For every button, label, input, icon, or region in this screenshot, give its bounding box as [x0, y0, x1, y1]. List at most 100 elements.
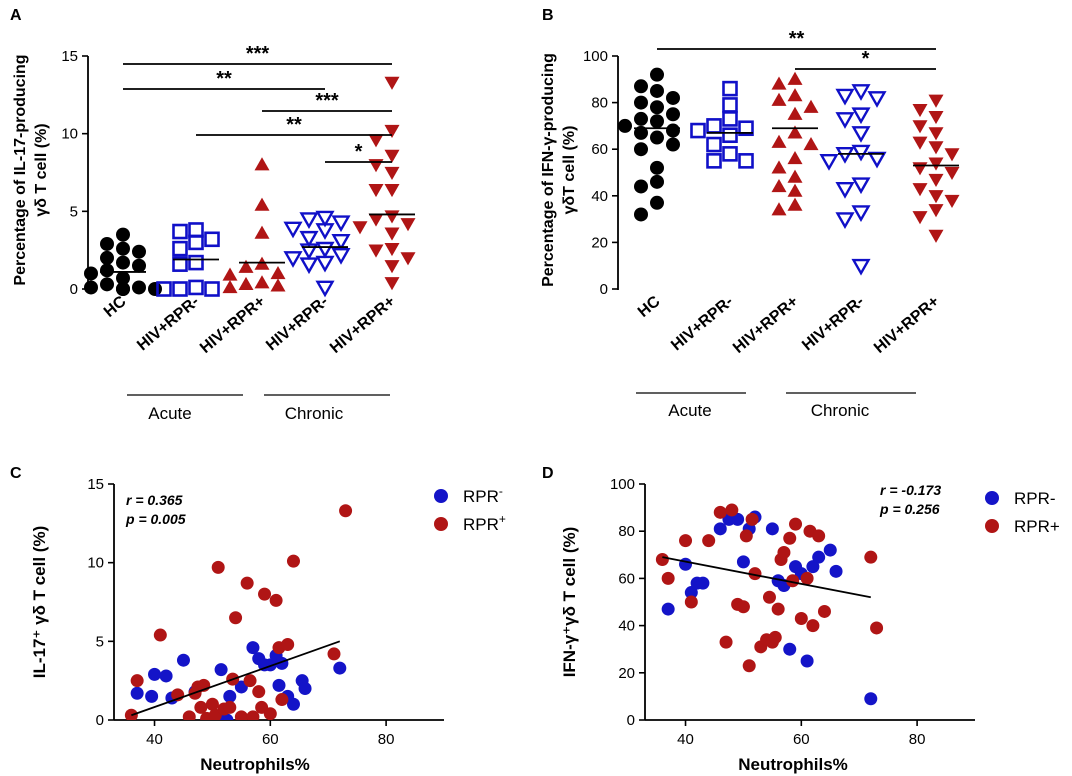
panel-c-xlabel: Neutrophils%: [200, 755, 310, 774]
data-point: [254, 157, 270, 171]
data-point: [722, 146, 738, 162]
data-point: [679, 534, 693, 548]
category-label: HIV+RPR-: [134, 293, 202, 354]
x-tick-label: 40: [146, 731, 163, 748]
data-point: [738, 153, 754, 169]
data-point: [787, 88, 803, 102]
data-point: [130, 686, 144, 700]
data-point: [315, 241, 335, 259]
data-point: [243, 674, 257, 688]
data-point: [851, 258, 871, 276]
data-point: [661, 602, 675, 616]
data-point: [829, 564, 843, 578]
data-point: [817, 604, 831, 618]
y-tick-label: 60: [618, 570, 635, 587]
data-point: [731, 512, 745, 526]
data-point: [254, 197, 270, 211]
significance-label: *: [355, 141, 363, 163]
data-point: [238, 259, 254, 273]
data-point: [132, 244, 146, 259]
data-point: [130, 674, 144, 688]
data-point: [912, 120, 928, 134]
data-point: [299, 212, 319, 230]
y-tick-label: 0: [627, 712, 635, 729]
data-point: [275, 693, 289, 707]
data-point: [132, 280, 146, 295]
data-point: [806, 619, 820, 633]
data-point: [803, 137, 819, 151]
data-point: [771, 76, 787, 90]
data-point: [722, 97, 738, 113]
data-point: [823, 543, 837, 557]
panel-c-stat-p: p = 0.005: [125, 511, 186, 527]
data-point: [771, 178, 787, 193]
data-point: [787, 151, 803, 165]
panel-b-ylabel-line2: γδT cell (%): [561, 126, 578, 215]
data-point: [220, 713, 234, 720]
data-point: [696, 576, 710, 590]
data-point: [240, 576, 254, 590]
data-point: [787, 106, 803, 120]
data-point: [787, 169, 803, 183]
data-point: [172, 223, 188, 240]
x-tick-label: 60: [793, 731, 810, 748]
panel-d-xlabel: Neutrophils%: [738, 755, 848, 774]
data-point: [912, 162, 928, 176]
data-point: [272, 678, 286, 692]
data-point: [283, 251, 303, 268]
y-tick-label: 80: [591, 95, 608, 112]
data-point: [299, 243, 319, 261]
category-label: HIV+RPR+: [197, 293, 269, 357]
data-point: [384, 149, 400, 163]
data-point: [650, 114, 664, 129]
data-point: [384, 183, 400, 198]
y-tick-label: 10: [61, 126, 78, 143]
data-point: [944, 148, 960, 162]
data-point: [116, 241, 130, 256]
data-point: [738, 120, 754, 137]
panel-c-stat-r: r = 0.365: [126, 492, 183, 508]
data-point: [205, 697, 219, 711]
data-point: [246, 641, 260, 655]
data-point: [787, 125, 803, 139]
data-point: [666, 107, 680, 122]
data-point: [835, 147, 855, 164]
significance-label: ***: [315, 90, 339, 112]
data-point: [783, 531, 797, 545]
data-point: [928, 229, 944, 243]
data-point: [650, 160, 664, 175]
data-point: [634, 142, 648, 157]
data-point: [650, 67, 664, 82]
data-point: [783, 642, 797, 656]
data-point: [634, 111, 648, 126]
data-point: [634, 179, 648, 194]
significance-label: ***: [246, 43, 270, 65]
data-point: [331, 234, 351, 251]
data-point: [100, 236, 114, 251]
data-point: [153, 628, 167, 642]
data-point: [327, 647, 341, 661]
data-point: [851, 205, 871, 223]
data-point: [298, 682, 312, 696]
data-point: [800, 571, 814, 585]
data-point: [270, 278, 286, 292]
data-point: [944, 194, 960, 208]
data-point: [238, 276, 254, 290]
data-point: [194, 700, 208, 714]
data-point: [786, 574, 800, 588]
panel-a-group-acute: Acute: [148, 404, 191, 423]
panel-b-group-acute: Acute: [668, 401, 711, 420]
data-point: [835, 112, 855, 129]
regression-line: [131, 640, 341, 717]
data-point: [768, 630, 782, 644]
category-label: HC: [101, 293, 130, 321]
data-point: [864, 550, 878, 564]
data-point: [384, 76, 400, 90]
data-point: [384, 210, 400, 224]
data-point: [246, 710, 260, 720]
data-point: [252, 685, 266, 699]
y-tick-label: 20: [591, 234, 608, 251]
data-point: [263, 707, 277, 720]
